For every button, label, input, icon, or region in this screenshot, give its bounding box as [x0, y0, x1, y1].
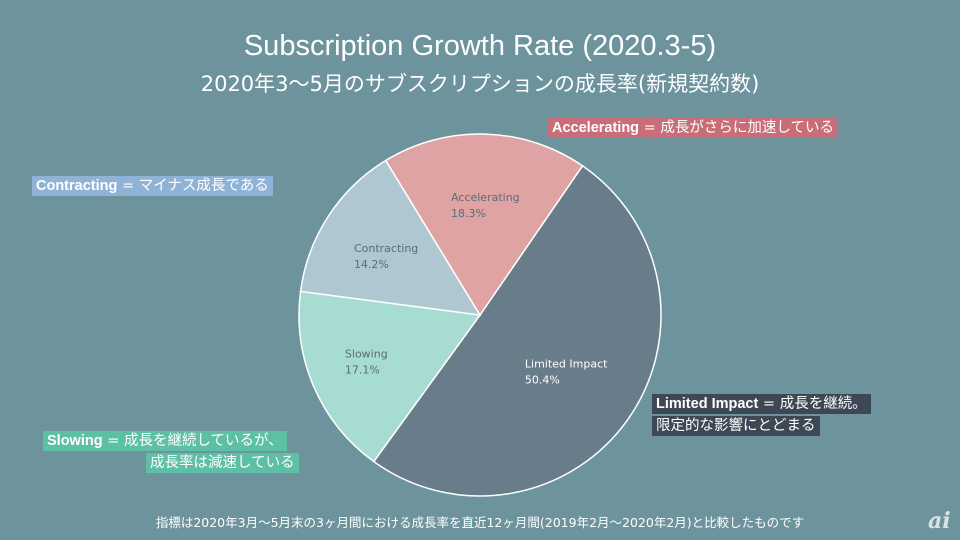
callout-contracting: Contracting = マイナス成長である [32, 176, 273, 196]
callout-slowing-text: = 成長を継続しているが、 [102, 433, 283, 449]
footnote: 指標は2020年3月〜5月末の3ヶ月間における成長率を直近12ヶ月間(2019年… [155, 515, 805, 530]
callout-slowing-line1: Slowing = 成長を継続しているが、 [43, 431, 287, 451]
pie-value-accelerating: 18.3% [451, 207, 486, 220]
pie-slice-contracting [299, 159, 482, 316]
pie-slice-limited-impact [372, 164, 662, 497]
callout-limited-line1: Limited Impact = 成長を継続。 [652, 394, 871, 414]
pie-label-contracting: Contracting [354, 242, 418, 255]
pie-value-contracting: 14.2% [354, 258, 389, 271]
callout-accelerating-text: = 成長がさらに加速している [639, 120, 834, 136]
callout-limited-text: = 成長を継続。 [758, 396, 867, 412]
callout-accelerating: Accelerating = 成長がさらに加速している [548, 118, 838, 138]
pie-label-slowing: Slowing [345, 347, 388, 360]
page-subtitle: 2020年3〜5月のサブスクリプションの成長率(新規契約数) [200, 72, 760, 96]
page-title: Subscription Growth Rate (2020.3-5) [243, 30, 717, 62]
site-logo: ai [928, 508, 951, 534]
callout-slowing-line2: 成長率は減速している [146, 453, 299, 473]
pie-label-accelerating: Accelerating [451, 191, 520, 204]
pie-value-limited-impact: 50.4% [525, 373, 560, 386]
callout-contracting-text: = マイナス成長である [117, 178, 269, 194]
pie-label-limited-impact: Limited Impact [525, 357, 608, 370]
pie-value-slowing: 17.1% [345, 363, 380, 376]
callout-slowing-term: Slowing [47, 433, 103, 449]
callout-limited-term: Limited Impact [656, 396, 759, 412]
pie-slice-accelerating [384, 133, 584, 317]
callout-accelerating-term: Accelerating [552, 120, 640, 136]
pie-slice-slowing [298, 290, 482, 463]
callout-limited-line2: 限定的な影響にとどまる [652, 416, 820, 436]
callout-contracting-term: Contracting [36, 178, 118, 194]
